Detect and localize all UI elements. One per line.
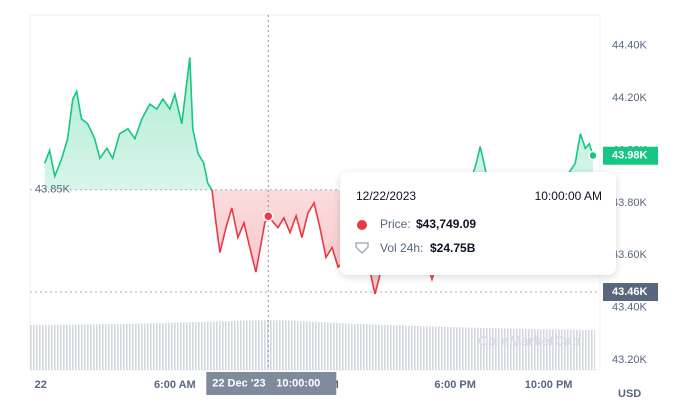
- tooltip: [340, 172, 616, 275]
- currency: USD: [618, 388, 641, 400]
- y-tick-label: 44.20K: [612, 92, 648, 104]
- watermark: CoinMarketCap: [478, 333, 581, 349]
- tooltip-price-label: Price:: [380, 217, 411, 231]
- area-above: [44, 57, 593, 190]
- line-below: [210, 189, 540, 295]
- current-badge: [603, 146, 658, 165]
- current-label: 43.98K: [612, 150, 648, 162]
- low-badge: [603, 283, 658, 302]
- tooltip-date: 12/22/2023: [356, 189, 416, 203]
- volume-bars: [30, 320, 595, 370]
- crosshair-date: 22 Dec '23: [212, 377, 265, 389]
- crosshair-time: 10:00:00: [276, 377, 320, 389]
- volume-icon: [355, 242, 369, 255]
- tooltip-time: 10:00:00 AM: [535, 189, 602, 203]
- y-tick-label: 43.60K: [612, 249, 648, 261]
- x-tick-label: 6:00 PM: [434, 379, 476, 391]
- tooltip-volume-label: Vol 24h:: [380, 241, 423, 255]
- y-tick-label: 43.80K: [612, 197, 648, 209]
- tooltip-price: $43,749.09: [416, 217, 476, 231]
- price-dot: [357, 220, 367, 230]
- low-label: 43.46K: [612, 286, 648, 298]
- y-tick-label: 43.20K: [612, 354, 648, 366]
- area-below: [44, 189, 593, 294]
- line-above: [43, 57, 594, 190]
- tooltip-volume: $24.75B: [430, 241, 476, 255]
- last-point: [588, 150, 598, 161]
- x-tick-label: 6:00 AM: [154, 379, 196, 391]
- crosshair-label-bg: [206, 372, 337, 395]
- y-tick-label: 44.40K: [612, 40, 648, 52]
- hover-point: [263, 211, 274, 222]
- x-tick-label: 22: [35, 379, 47, 391]
- y-tick-label: 43.40K: [612, 302, 648, 314]
- x-tick-label: 10:00 PM: [525, 379, 573, 391]
